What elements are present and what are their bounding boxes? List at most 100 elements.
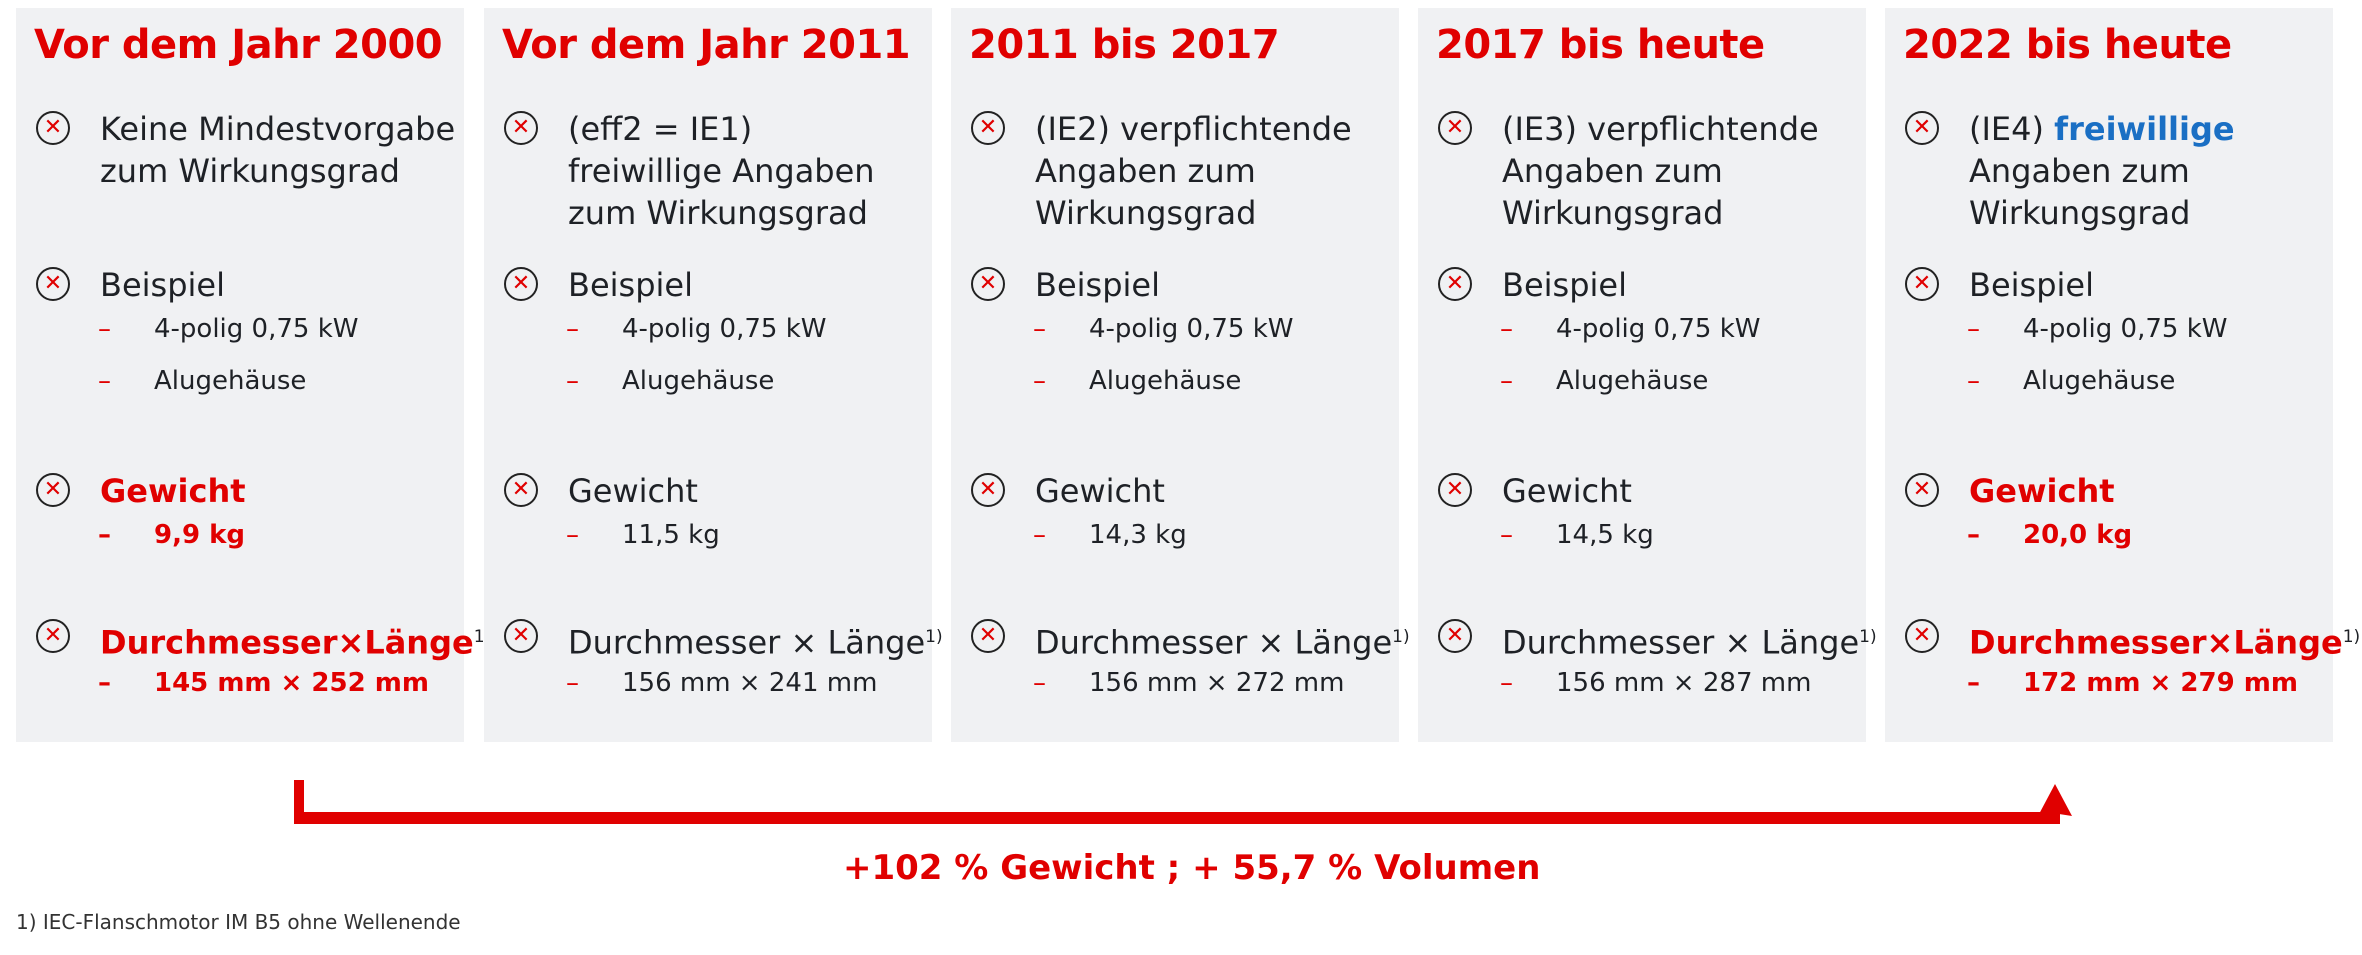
desc-text: Wirkungsgrad bbox=[1502, 194, 1724, 232]
efficiency-item: ✕ (eff2 = IE1) freiwillige Angaben zum W… bbox=[504, 108, 875, 234]
circle-x-icon: ✕ bbox=[36, 473, 70, 507]
dash-icon: – bbox=[1033, 668, 1046, 698]
example-sub: – 4-polig 0,75 kW bbox=[98, 314, 358, 344]
circle-x-icon: ✕ bbox=[36, 267, 70, 301]
dimension-item: ✕ Durchmesser × Länge1) bbox=[1438, 616, 1877, 664]
desc-text: Wirkungsgrad bbox=[1969, 194, 2191, 232]
example-label: Beispiel bbox=[1035, 266, 1160, 304]
era-panel: 2017 bis heute ✕ (IE3) verpflichtende An… bbox=[1418, 8, 1877, 742]
example-item: ✕ Beispiel bbox=[504, 264, 693, 306]
desc-text: (IE4) bbox=[1969, 110, 2055, 148]
example-label: Beispiel bbox=[568, 266, 693, 304]
panel-title: 2022 bis heute bbox=[1903, 22, 2232, 68]
example-item: ✕ Beispiel bbox=[1905, 264, 2094, 306]
weight-value-row: – 9,9 kg bbox=[98, 520, 245, 550]
sub-text: Alugehäuse bbox=[1556, 366, 1709, 396]
weight-value: 11,5 kg bbox=[622, 520, 720, 550]
era-panel: Vor dem Jahr 2000 ✕ Keine Mindestvorgabe… bbox=[16, 8, 491, 742]
example-sub: – Alugehäuse bbox=[1500, 366, 1708, 396]
footnote-ref: 1) bbox=[1392, 627, 1410, 647]
dimension-item: ✕ Durchmesser × Länge1) bbox=[504, 616, 943, 664]
circle-x-icon: ✕ bbox=[1905, 619, 1939, 653]
weight-value-row: – 14,3 kg bbox=[1033, 520, 1187, 550]
desc-text: Angaben zum bbox=[1035, 152, 1256, 190]
dimension-item: ✕ Durchmesser×Länge1) bbox=[36, 616, 491, 664]
dash-icon: – bbox=[1967, 668, 1980, 698]
dimension-label: Durchmesser×Länge bbox=[100, 623, 474, 662]
example-sub: – 4-polig 0,75 kW bbox=[1500, 314, 1760, 344]
circle-x-icon: ✕ bbox=[971, 111, 1005, 145]
efficiency-item: ✕ (IE2) verpflichtende Angaben zum Wirku… bbox=[971, 108, 1352, 234]
sub-text: Alugehäuse bbox=[622, 366, 775, 396]
weight-label: Gewicht bbox=[100, 472, 246, 510]
dash-icon: – bbox=[1967, 520, 1980, 550]
dash-icon: – bbox=[566, 520, 579, 550]
desc-text: (eff2 = IE1) bbox=[568, 110, 753, 148]
efficiency-item: ✕ Keine Mindestvorgabe zum Wirkungsgrad bbox=[36, 108, 455, 192]
dash-icon: – bbox=[98, 668, 111, 698]
dash-icon: – bbox=[1500, 520, 1513, 550]
circle-x-icon: ✕ bbox=[971, 267, 1005, 301]
sub-text: Alugehäuse bbox=[1089, 366, 1242, 396]
circle-x-icon: ✕ bbox=[504, 619, 538, 653]
example-sub: – 4-polig 0,75 kW bbox=[566, 314, 826, 344]
dimension-value: 156 mm × 241 mm bbox=[622, 668, 878, 698]
dash-icon: – bbox=[98, 520, 111, 550]
circle-x-icon: ✕ bbox=[1438, 111, 1472, 145]
circle-x-icon: ✕ bbox=[1905, 267, 1939, 301]
desc-text: freiwillige Angaben bbox=[568, 152, 875, 190]
example-sub: – Alugehäuse bbox=[566, 366, 774, 396]
sub-text: 4-polig 0,75 kW bbox=[154, 314, 359, 344]
era-panel: Vor dem Jahr 2011 ✕ (eff2 = IE1) freiwil… bbox=[484, 8, 943, 742]
dash-icon: – bbox=[1500, 314, 1513, 344]
sub-text: 4-polig 0,75 kW bbox=[1556, 314, 1761, 344]
dimension-label: Durchmesser×Länge bbox=[1969, 623, 2343, 662]
dash-icon: – bbox=[1033, 366, 1046, 396]
dash-icon: – bbox=[98, 314, 111, 344]
desc-text: (IE2) verpflichtende bbox=[1035, 110, 1352, 148]
weight-item: ✕ Gewicht bbox=[1438, 470, 1632, 512]
example-item: ✕ Beispiel bbox=[971, 264, 1160, 306]
example-label: Beispiel bbox=[100, 266, 225, 304]
dash-icon: – bbox=[98, 366, 111, 396]
era-panel: 2011 bis 2017 ✕ (IE2) verpflichtende Ang… bbox=[951, 8, 1410, 742]
circle-x-icon: ✕ bbox=[1438, 619, 1472, 653]
weight-label: Gewicht bbox=[1035, 472, 1165, 510]
arrow-vertical-left bbox=[294, 780, 304, 824]
weight-item: ✕ Gewicht bbox=[504, 470, 698, 512]
weight-value-row: – 11,5 kg bbox=[566, 520, 720, 550]
example-item: ✕ Beispiel bbox=[36, 264, 225, 306]
circle-x-icon: ✕ bbox=[1905, 473, 1939, 507]
weight-item: ✕ Gewicht bbox=[36, 470, 246, 512]
circle-x-icon: ✕ bbox=[504, 111, 538, 145]
example-sub: – Alugehäuse bbox=[1967, 366, 2175, 396]
desc-text: Keine Mindestvorgabe bbox=[100, 110, 456, 148]
example-item: ✕ Beispiel bbox=[1438, 264, 1627, 306]
sub-text: Alugehäuse bbox=[154, 366, 307, 396]
weight-value: 20,0 kg bbox=[2023, 520, 2133, 550]
dimension-value-row: – 145 mm × 252 mm bbox=[98, 668, 429, 698]
weight-label: Gewicht bbox=[568, 472, 698, 510]
example-sub: – 4-polig 0,75 kW bbox=[1033, 314, 1293, 344]
footnote-ref: 1) bbox=[1859, 627, 1877, 647]
sub-text: 4-polig 0,75 kW bbox=[2023, 314, 2228, 344]
footnote-ref: 1) bbox=[2342, 627, 2361, 647]
dimension-value: 156 mm × 272 mm bbox=[1089, 668, 1345, 698]
dimension-label: Durchmesser × Länge bbox=[1502, 623, 1860, 662]
panel-title: 2017 bis heute bbox=[1436, 22, 1765, 68]
footnote: 1) IEC-Flanschmotor IM B5 ohne Wellenend… bbox=[16, 910, 461, 934]
weight-value: 14,5 kg bbox=[1556, 520, 1654, 550]
dimension-value-row: – 156 mm × 272 mm bbox=[1033, 668, 1344, 698]
dash-icon: – bbox=[1033, 520, 1046, 550]
circle-x-icon: ✕ bbox=[1438, 473, 1472, 507]
weight-value: 14,3 kg bbox=[1089, 520, 1187, 550]
sub-text: 4-polig 0,75 kW bbox=[1089, 314, 1294, 344]
dash-icon: – bbox=[566, 366, 579, 396]
weight-value: 9,9 kg bbox=[154, 520, 246, 550]
circle-x-icon: ✕ bbox=[1905, 111, 1939, 145]
dimension-value-row: – 156 mm × 287 mm bbox=[1500, 668, 1811, 698]
dimension-label: Durchmesser × Länge bbox=[1035, 623, 1393, 662]
weight-value-row: – 14,5 kg bbox=[1500, 520, 1654, 550]
circle-x-icon: ✕ bbox=[504, 267, 538, 301]
dimension-item: ✕ Durchmesser × Länge1) bbox=[971, 616, 1410, 664]
